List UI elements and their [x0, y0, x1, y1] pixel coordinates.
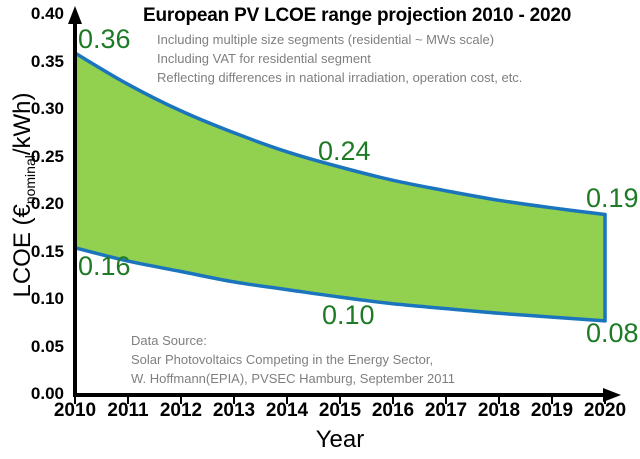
data-source-line: Solar Photovoltaics Competing in the Ene…	[131, 352, 434, 367]
upper-bound-line	[73, 51, 607, 217]
chart-subtitle-line: Including multiple size segments (reside…	[157, 32, 495, 47]
chart-title: European PV LCOE range projection 2010 -…	[143, 5, 572, 26]
x-axis-title: Year	[315, 426, 365, 453]
chart-subtitle-line: Including VAT for residential segment	[157, 51, 371, 66]
annotation-value-label: 0.36	[78, 24, 131, 54]
annotation-value-label: 0.24	[318, 136, 371, 166]
lcoe-band-area	[75, 53, 605, 321]
y-tick-label: 0.15	[30, 241, 64, 261]
y-tick-label: 0.30	[30, 99, 64, 118]
annotation-value-label: 0.16	[78, 250, 131, 281]
x-tick-label: 2015	[318, 400, 362, 421]
chart-subtitle-line: Reflecting differences in national irrad…	[157, 70, 523, 85]
x-tick-label: 2014	[265, 400, 309, 421]
x-axis-arrow-icon	[603, 388, 621, 402]
x-tick-label: 2018	[477, 400, 521, 421]
y-axis-title: LCOE (€nominal/kWh)	[9, 92, 38, 297]
x-tick-label: 2019	[530, 400, 574, 421]
y-tick-label: 0.25	[30, 146, 64, 166]
y-tick-label: 0.00	[30, 384, 64, 403]
chart-subtitles: Including multiple size segments (reside…	[157, 30, 522, 87]
data-source-note: Data Source: Solar Photovoltaics Competi…	[131, 331, 455, 388]
data-source-label: Data Source:	[131, 333, 207, 348]
y-tick-label: 0.35	[30, 51, 64, 71]
annotation-value-label: 0.08	[586, 317, 639, 348]
y-tick-label: 0.40	[30, 4, 64, 23]
x-tick-label: 2016	[371, 400, 415, 421]
y-axis-arrow-icon	[68, 6, 82, 24]
data-source-line: W. Hoffmann(EPIA), PVSEC Hamburg, Septem…	[131, 371, 455, 386]
x-tick-label: 2017	[424, 400, 468, 421]
x-tick-label: 2013	[212, 400, 256, 421]
y-tick-label: 0.05	[30, 336, 64, 356]
lower-bound-line	[73, 246, 607, 323]
x-tick-label: 2010	[53, 400, 97, 421]
x-tick-label: 2020	[583, 400, 627, 421]
y-tick-label: 0.20	[30, 194, 64, 213]
annotation-value-label: 0.10	[322, 300, 375, 331]
x-tick-label: 2011	[107, 400, 149, 421]
x-tick-label: 2012	[159, 400, 203, 421]
y-tick-label: 0.10	[30, 289, 64, 308]
annotation-value-label: 0.19	[586, 182, 639, 213]
